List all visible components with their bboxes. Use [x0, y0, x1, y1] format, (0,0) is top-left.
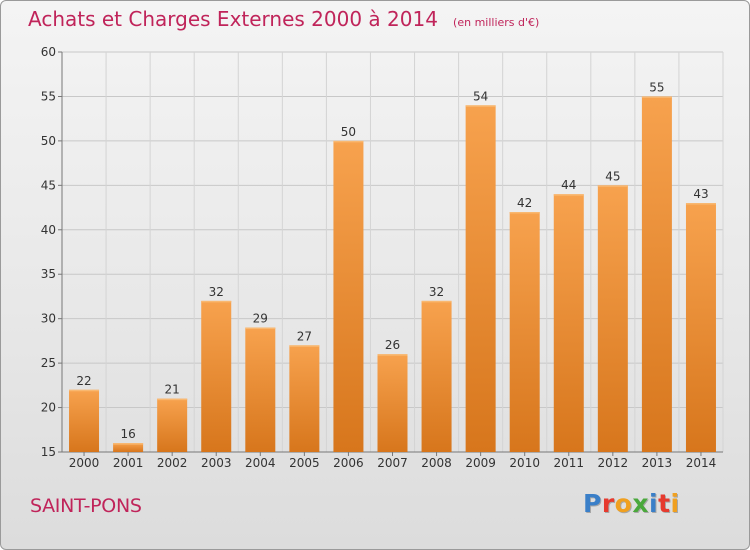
value-label: 32 [209, 285, 224, 299]
value-label: 29 [253, 312, 268, 326]
bar-2008[interactable] [421, 300, 452, 452]
bar-2010[interactable] [509, 212, 540, 452]
x-tick-label: 2010 [509, 456, 540, 470]
chart-subtitle: (en milliers d'€) [453, 16, 540, 29]
logo-letter: i [670, 489, 680, 518]
bar-top-highlight [509, 212, 540, 214]
bar-top-highlight [69, 389, 100, 392]
logo-letter: r [601, 489, 615, 518]
value-label: 44 [561, 178, 576, 192]
chart-title: Achats et Charges Externes 2000 à 2014 [28, 7, 438, 31]
bar-2013[interactable] [641, 96, 672, 452]
proxiti-logo[interactable]: Proxiti [583, 489, 680, 518]
y-tick-label: 45 [41, 178, 56, 192]
bar-2005[interactable] [289, 345, 320, 452]
x-tick-label: 2012 [598, 456, 629, 470]
value-label: 32 [429, 285, 444, 299]
value-label: 27 [297, 329, 312, 343]
value-label: 22 [76, 374, 91, 388]
bar-2002[interactable] [157, 398, 188, 452]
logo-letter: P [583, 489, 602, 518]
bar-top-highlight [421, 300, 452, 303]
bar-2001[interactable] [113, 443, 144, 452]
bar-top-highlight [597, 185, 628, 187]
logo-letter: x [632, 489, 649, 518]
bar-top-highlight [289, 345, 320, 347]
x-tick-label: 2008 [421, 456, 452, 470]
x-tick-label: 2004 [245, 456, 276, 470]
y-tick-label: 30 [41, 312, 56, 326]
bar-top-highlight [333, 140, 364, 143]
x-tick-label: 2011 [553, 456, 584, 470]
logo-letter: o [614, 489, 633, 518]
x-tick-label: 2000 [69, 456, 100, 470]
value-label: 26 [385, 338, 400, 352]
value-label: 16 [120, 427, 135, 441]
x-tick-label: 2006 [333, 456, 364, 470]
bar-top-highlight [201, 300, 232, 303]
bar-2000[interactable] [69, 389, 100, 452]
city-name: SAINT-PONS [30, 495, 142, 517]
bar-2012[interactable] [597, 185, 628, 453]
x-tick-label: 2005 [289, 456, 320, 470]
x-tick-label: 2007 [377, 456, 408, 470]
bar-top-highlight [685, 203, 716, 205]
x-tick-label: 2002 [157, 456, 188, 470]
value-label: 43 [693, 187, 708, 201]
bars [69, 96, 716, 453]
bar-2007[interactable] [377, 354, 408, 452]
y-tick-label: 15 [41, 445, 56, 459]
bar-2004[interactable] [245, 327, 276, 452]
bar-top-highlight [641, 96, 672, 98]
x-tick-label: 2009 [465, 456, 496, 470]
bar-top-highlight [465, 105, 496, 107]
x-tick-label: 2013 [642, 456, 673, 470]
bar-2009[interactable] [465, 105, 496, 452]
bar-2011[interactable] [553, 194, 584, 452]
y-tick-label: 50 [41, 134, 56, 148]
bar-top-highlight [245, 327, 276, 330]
bar-2014[interactable] [685, 203, 716, 452]
y-tick-label: 40 [41, 223, 56, 237]
value-label: 45 [605, 169, 620, 183]
bar-top-highlight [157, 398, 188, 401]
y-tick-label: 55 [41, 89, 56, 103]
bar-top-highlight [377, 354, 408, 356]
value-label: 42 [517, 196, 532, 210]
bar-2003[interactable] [201, 300, 232, 452]
bar-top-highlight [553, 194, 584, 196]
x-tick-label: 2003 [201, 456, 232, 470]
y-tick-label: 35 [41, 267, 56, 281]
value-label: 50 [341, 125, 356, 139]
value-label: 55 [649, 80, 664, 94]
bar-top-highlight [113, 443, 144, 445]
title-row: Achats et Charges Externes 2000 à 2014 (… [28, 7, 539, 31]
bar-2006[interactable] [333, 140, 364, 452]
y-tick-label: 60 [41, 45, 56, 59]
value-label: 54 [473, 89, 488, 103]
value-label: 21 [165, 383, 180, 397]
labels: 15 20 25 30 35 40 45 50 55 60 22 2000 16 2001 21 2002 32… [41, 45, 717, 470]
logo-letter: t [658, 489, 671, 518]
y-tick-label: 25 [41, 356, 56, 370]
logo-letter: i [649, 489, 659, 518]
x-tick-label: 2014 [686, 456, 717, 470]
x-tick-label: 2001 [113, 456, 144, 470]
y-tick-label: 20 [41, 401, 56, 415]
